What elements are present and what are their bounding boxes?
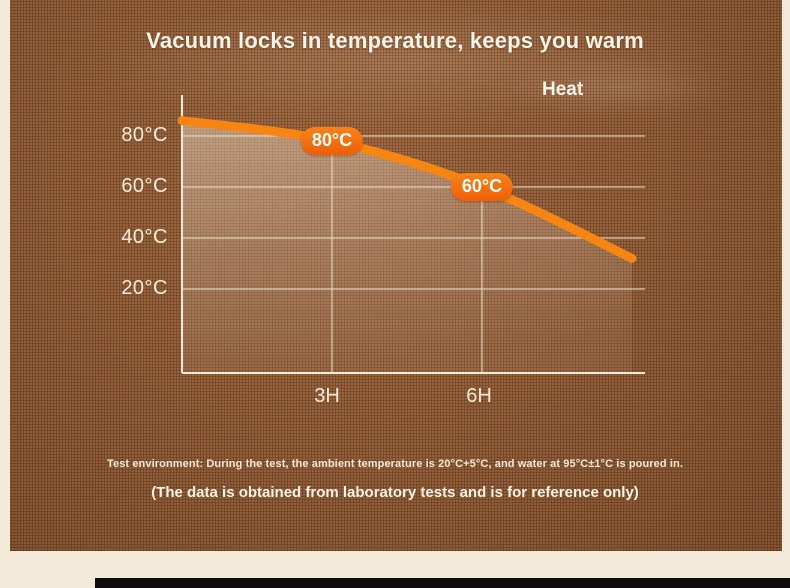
reference-disclaimer: (The data is obtained from laboratory te… xyxy=(151,484,639,501)
x-axis-label-6h: 6H xyxy=(466,385,492,407)
legend-heat: Heat xyxy=(542,79,584,100)
y-axis-label-80: 80°C xyxy=(121,124,168,147)
curve-badge-60c: 60°C xyxy=(450,173,514,201)
curve-area-fill xyxy=(182,120,632,373)
y-axis-label-60: 60°C xyxy=(121,175,168,198)
curve-badge-80c: 80°C xyxy=(300,127,364,156)
y-axis-label-40: 40°C xyxy=(121,226,168,249)
bottom-bar xyxy=(95,578,790,588)
y-axis-label-20: 20°C xyxy=(121,277,168,300)
x-axis-label-3h: 3H xyxy=(314,385,340,407)
test-environment-note: Test environment: During the test, the a… xyxy=(106,458,683,470)
temperature-curve xyxy=(177,116,637,263)
page-title: Vacuum locks in temperature, keeps you w… xyxy=(146,28,644,53)
